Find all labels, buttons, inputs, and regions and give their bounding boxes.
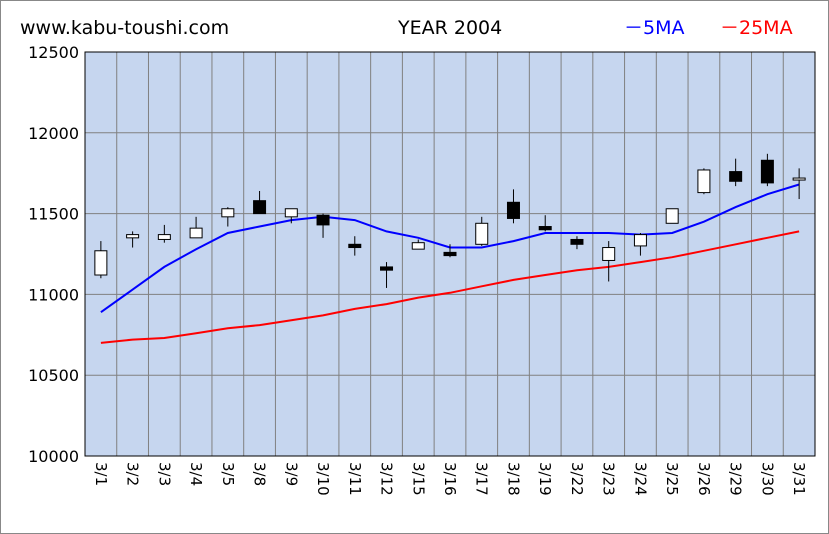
candle <box>506 189 520 224</box>
x-tick-label: 3/31 <box>790 462 808 496</box>
candle-body-down <box>380 266 394 271</box>
x-tick-label: 3/24 <box>631 462 649 496</box>
x-tick-label: 3/4 <box>187 462 205 486</box>
candle-body-up <box>697 169 711 194</box>
candle-body-up <box>665 208 679 224</box>
candle <box>697 168 711 195</box>
x-tick-label: 3/25 <box>663 462 681 496</box>
ma-line-25ma <box>100 230 800 344</box>
x-tick-label: 3/19 <box>536 462 554 496</box>
candle-body-down <box>760 159 774 184</box>
gridlines <box>85 52 815 456</box>
plot-border <box>84 51 816 457</box>
candle-body-up <box>157 234 171 240</box>
x-tick-label: 3/8 <box>251 462 269 486</box>
x-tick-label: 3/2 <box>124 462 142 486</box>
candle-body-up <box>126 234 140 239</box>
candle-body-down <box>538 226 552 231</box>
x-tick-label: 3/29 <box>727 462 745 496</box>
candle <box>253 190 267 215</box>
candle <box>570 236 584 250</box>
x-tick-label: 3/9 <box>282 462 300 486</box>
candle-body-up <box>94 250 108 276</box>
y-tick-label: 10000 <box>28 447 79 466</box>
candle-body-up <box>221 208 235 218</box>
y-tick-label: 12000 <box>28 124 79 143</box>
x-tick-label: 3/10 <box>314 462 332 496</box>
candle <box>729 158 743 187</box>
x-tick-label: 3/5 <box>219 462 237 486</box>
candle <box>411 239 425 250</box>
candle-body-up <box>189 227 203 239</box>
y-tick-label: 11000 <box>28 285 79 304</box>
candle <box>475 216 489 246</box>
candle <box>221 207 235 227</box>
candle <box>760 153 774 187</box>
candle <box>380 262 394 288</box>
candle <box>792 168 806 200</box>
x-axis-ticks: 3/1 3/2 3/3 3/4 3/5 3/8 3/9 3/10 3/11 3/12 3/15 3/1… <box>92 462 808 496</box>
x-tick-label: 3/23 <box>600 462 618 496</box>
candle-body-up <box>411 242 425 250</box>
candle-body-down <box>253 200 267 215</box>
candle-body-down <box>348 243 362 249</box>
x-tick-label: 3/17 <box>473 462 491 496</box>
x-tick-label: 3/15 <box>409 462 427 496</box>
candle-body-down <box>570 238 584 245</box>
candle-body-down <box>729 171 743 182</box>
candle-body-up <box>475 222 489 245</box>
candle <box>602 241 616 282</box>
candle <box>633 232 647 256</box>
candle-body-down <box>506 201 520 219</box>
x-tick-label: 3/26 <box>695 462 713 496</box>
chart-title: YEAR 2004 <box>398 17 503 39</box>
x-tick-label: 3/30 <box>758 462 776 496</box>
candle <box>126 231 140 248</box>
candle-body-up <box>284 208 298 218</box>
candle <box>157 224 171 243</box>
x-tick-label: 3/1 <box>92 462 110 486</box>
candle <box>284 208 298 224</box>
y-tick-label: 11500 <box>28 205 79 224</box>
candle <box>316 213 330 238</box>
legend-5ma: －5MA <box>624 17 685 39</box>
x-tick-label: 3/12 <box>378 462 396 496</box>
x-tick-label: 3/11 <box>346 462 364 496</box>
x-tick-label: 3/22 <box>568 462 586 496</box>
candle-body-up <box>602 247 616 261</box>
x-tick-label: 3/16 <box>441 462 459 496</box>
candle <box>443 244 457 258</box>
y-axis-ticks: 10000 10500 11000 11500 12000 12500 <box>28 43 79 466</box>
candle-body-down <box>316 214 330 226</box>
candle-body-down <box>443 251 457 257</box>
site-url-label: www.kabu-toushi.com <box>20 17 230 39</box>
legend-25ma: －25MA <box>720 17 793 39</box>
y-tick-label: 10500 <box>28 366 79 385</box>
candle <box>665 208 679 224</box>
candle <box>189 216 203 239</box>
candle <box>538 215 552 232</box>
candles <box>94 153 806 288</box>
candle <box>94 241 108 279</box>
x-tick-label: 3/18 <box>504 462 522 496</box>
candle-body-up <box>633 234 647 247</box>
y-tick-label: 12500 <box>28 43 79 62</box>
candle-body-up <box>792 177 806 181</box>
candle <box>348 236 362 256</box>
x-tick-label: 3/3 <box>155 462 173 486</box>
